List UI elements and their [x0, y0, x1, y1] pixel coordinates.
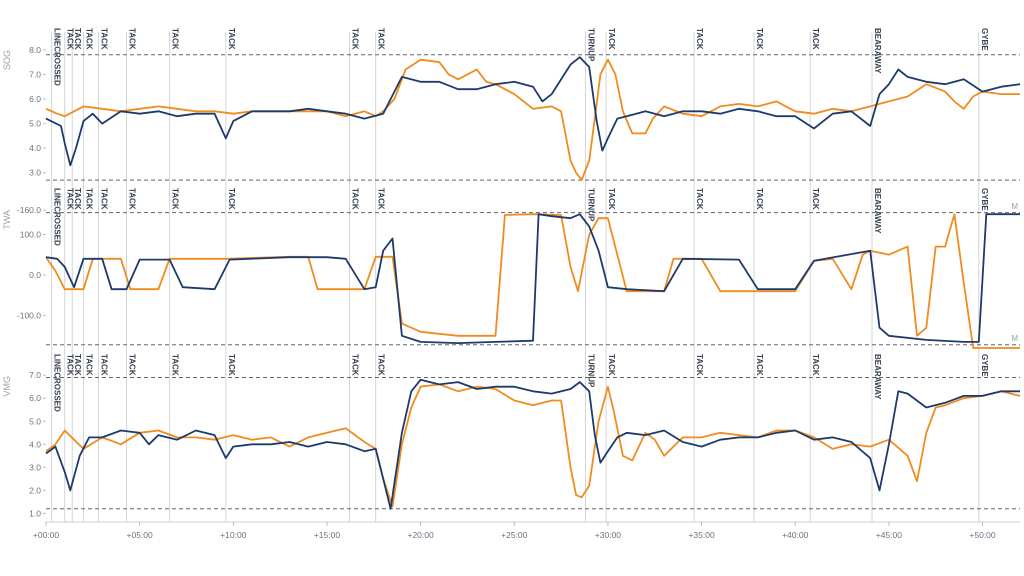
- event-label: GYBE: [980, 354, 989, 377]
- event-label: TACK: [171, 28, 180, 50]
- event-label: BEARAWAY: [873, 354, 882, 400]
- y-tick-label: 4.0: [29, 439, 41, 449]
- x-tick-label: +05:00: [127, 530, 154, 540]
- event-label: TACK: [811, 354, 820, 376]
- x-tick-label: +25:00: [501, 530, 528, 540]
- event-label: LINECROSSED: [53, 188, 62, 246]
- y-tick-label: 0.0: [29, 270, 41, 280]
- x-axis: +00:00 +05:00 +10:00 +15:00 +20:00 +25:00 +30:…: [33, 521, 1020, 540]
- series-line-navy: [45, 213, 1020, 345]
- panel-vmg: VMG 1.0 2.0 3.0 4.0 5.0 6.0 7.0: [2, 370, 1021, 518]
- event-label: TACK: [695, 188, 704, 210]
- event-label: TACK: [66, 188, 75, 210]
- event-label: TACK: [84, 28, 93, 50]
- reference-annotation: M: [1011, 334, 1018, 343]
- event-label: BEARAWAY: [873, 28, 882, 74]
- event-label: TACK: [66, 354, 75, 376]
- y-tick-label: -100.0: [17, 311, 41, 321]
- event-label: TACK: [73, 28, 82, 50]
- y-tick-label: 7.0: [29, 69, 41, 79]
- y-tick-label: -160.0: [17, 205, 41, 215]
- panel-sog: SOG 3.0 4.0 5.0 6.0 7.0 8.0: [2, 45, 1021, 182]
- event-label: LINECROSSED: [53, 354, 62, 412]
- y-axis-title: SOG: [2, 50, 12, 70]
- y-tick-label: 5.0: [29, 119, 41, 129]
- y-tick-label: 6.0: [29, 94, 41, 104]
- y-axis-title: VMG: [2, 376, 12, 397]
- y-tick-label: 6.0: [29, 393, 41, 403]
- y-tick-label: 2.0: [29, 485, 41, 495]
- y-tick-label: 1.0: [29, 508, 41, 518]
- series-line-orange: [45, 383, 1021, 508]
- event-label: TACK: [755, 28, 764, 50]
- event-label: TACK: [377, 188, 386, 210]
- event-label: GYBE: [980, 188, 989, 211]
- y-tick-label: 7.0: [29, 370, 41, 380]
- event-label: TACK: [607, 28, 616, 50]
- chart-panels: SOG 3.0 4.0 5.0 6.0 7.0 8.0 TWA -100.0 0.0 100.0 -1…: [2, 45, 1021, 518]
- event-label: TACK: [811, 188, 820, 210]
- event-label: TACK: [350, 28, 359, 50]
- event-label: TACK: [377, 354, 386, 376]
- y-tick-label: 3.0: [29, 168, 41, 178]
- event-label: GYBE: [980, 28, 989, 51]
- x-tick-label: +30:00: [595, 530, 622, 540]
- event-label: TACK: [695, 28, 704, 50]
- event-label: TACK: [73, 354, 82, 376]
- x-tick-label: +10:00: [220, 530, 247, 540]
- event-label: TURNUP: [586, 354, 595, 388]
- event-vlines: [51, 32, 980, 522]
- event-label: LINECROSSED: [53, 28, 62, 86]
- event-label: TACK: [350, 188, 359, 210]
- event-label: TACK: [695, 354, 704, 376]
- event-label: TACK: [227, 28, 236, 50]
- y-tick-label: 4.0: [29, 143, 41, 153]
- series-line-navy: [45, 378, 1020, 510]
- event-label: TACK: [128, 188, 137, 210]
- x-tick-label: +00:00: [33, 530, 60, 540]
- event-label: TACK: [607, 188, 616, 210]
- series-line-orange: [45, 58, 1020, 182]
- event-label: TACK: [607, 354, 616, 376]
- y-tick-label: 5.0: [29, 416, 41, 426]
- event-label: TACK: [755, 354, 764, 376]
- event-label: TURNUP: [586, 188, 595, 222]
- event-label: TACK: [350, 354, 359, 376]
- event-label: TACK: [99, 28, 108, 50]
- event-label: TACK: [99, 188, 108, 210]
- x-tick-label: +50:00: [969, 530, 996, 540]
- x-tick-label: +45:00: [876, 530, 903, 540]
- event-label: BEARAWAY: [873, 188, 882, 234]
- series-line-navy: [45, 56, 1021, 167]
- x-tick-label: +40:00: [782, 530, 809, 540]
- event-label: TURNUP: [586, 28, 595, 62]
- reference-annotation: M: [1011, 202, 1018, 211]
- event-label: TACK: [73, 188, 82, 210]
- event-label: TACK: [84, 188, 93, 210]
- x-tick-label: +35:00: [688, 530, 715, 540]
- series-line-orange: [45, 213, 1020, 349]
- panel-twa: TWA -100.0 0.0 100.0 -160.0 M M: [2, 202, 1020, 349]
- event-label: TACK: [128, 28, 137, 50]
- event-label: TACK: [227, 354, 236, 376]
- event-label: TACK: [99, 354, 108, 376]
- event-label: TACK: [128, 354, 137, 376]
- x-tick-label: +20:00: [407, 530, 434, 540]
- event-label: TACK: [377, 28, 386, 50]
- y-tick-label: 8.0: [29, 45, 41, 55]
- y-tick-label: 3.0: [29, 462, 41, 472]
- event-label: TACK: [171, 354, 180, 376]
- x-tick-label: +15:00: [314, 530, 341, 540]
- event-label: TACK: [66, 28, 75, 50]
- event-label: TACK: [84, 354, 93, 376]
- event-label: TACK: [171, 188, 180, 210]
- event-label: TACK: [811, 28, 820, 50]
- event-label: TACK: [227, 188, 236, 210]
- y-tick-label: 100.0: [20, 229, 42, 239]
- event-label: TACK: [755, 188, 764, 210]
- y-axis-title: TWA: [2, 210, 12, 230]
